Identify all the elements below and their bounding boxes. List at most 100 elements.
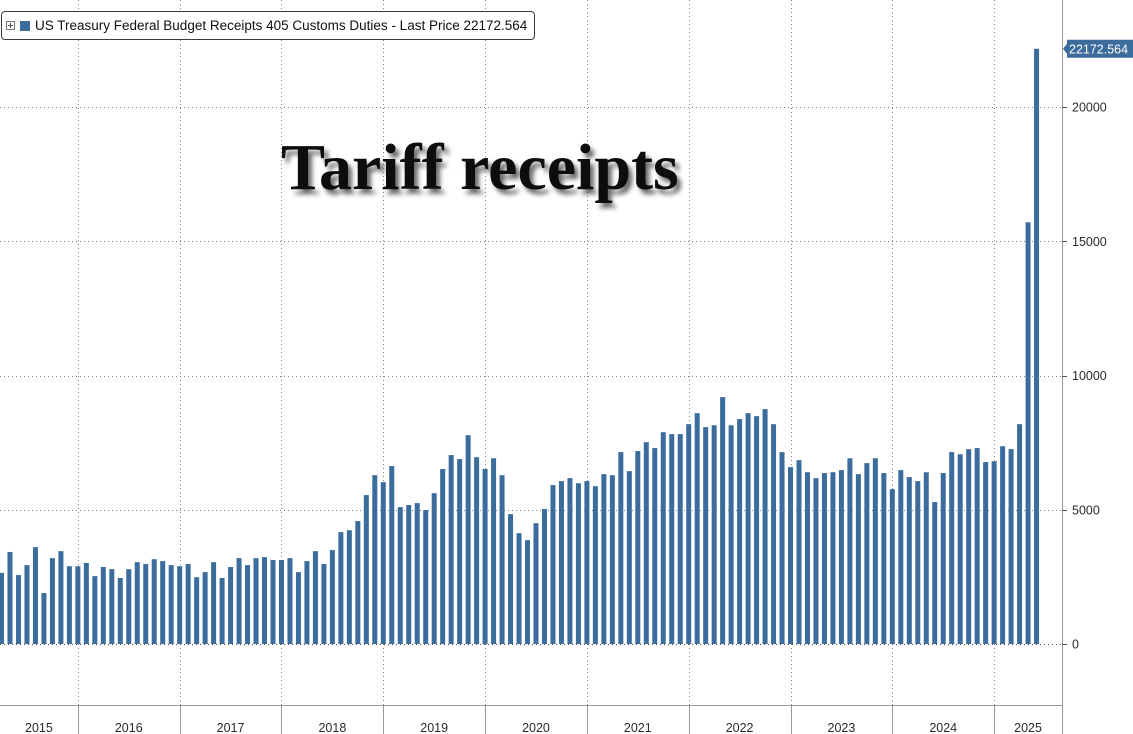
vertical-gridlines xyxy=(78,0,995,705)
x-tick-label: 2020 xyxy=(522,721,550,734)
bar xyxy=(499,475,505,645)
bar xyxy=(932,502,938,645)
bar xyxy=(949,452,955,645)
bar xyxy=(58,551,64,645)
bar xyxy=(754,416,760,645)
bar xyxy=(915,481,921,645)
bar xyxy=(669,434,675,645)
bar xyxy=(1025,222,1031,645)
bar xyxy=(847,458,853,645)
bar xyxy=(991,461,997,645)
bar xyxy=(957,454,963,645)
bar xyxy=(821,473,827,645)
bar xyxy=(508,514,514,645)
bar xyxy=(728,425,734,645)
bar xyxy=(389,466,395,645)
bar xyxy=(855,474,861,645)
y-tick-label: 10000 xyxy=(1072,369,1107,383)
bar xyxy=(380,482,386,645)
bar xyxy=(864,463,870,645)
bar xyxy=(686,424,692,645)
bar xyxy=(270,560,276,645)
bar xyxy=(525,540,531,645)
bar xyxy=(295,572,301,645)
bar xyxy=(660,432,666,645)
bar xyxy=(541,509,547,645)
bar xyxy=(872,458,878,645)
bar xyxy=(49,558,55,645)
bar xyxy=(397,507,403,645)
bar xyxy=(940,473,946,645)
bar xyxy=(711,425,717,645)
x-tick-label: 2021 xyxy=(624,721,652,734)
bar xyxy=(355,521,361,645)
legend-last-price: 22172.564 xyxy=(463,18,528,33)
bar xyxy=(287,558,293,645)
x-tick-label: 2016 xyxy=(115,721,143,734)
bar xyxy=(482,469,488,645)
bar xyxy=(24,565,30,645)
bar xyxy=(321,564,327,645)
bar xyxy=(117,578,123,645)
y-axis: 0 5000 10000 15000 20000 xyxy=(1062,0,1107,734)
bar xyxy=(457,459,463,645)
bar xyxy=(219,578,225,645)
bar xyxy=(177,566,183,645)
x-axis: 2015 2016 2017 2018 2019 2020 2021 2022 2023 2024… xyxy=(0,705,1062,734)
bar xyxy=(329,550,335,645)
bar xyxy=(575,483,581,645)
bar xyxy=(372,475,378,645)
bar xyxy=(491,458,497,645)
bar xyxy=(134,562,140,645)
bar xyxy=(185,564,191,645)
bar xyxy=(592,486,598,645)
last-price-tag: 22172.564 xyxy=(1063,39,1133,58)
bar xyxy=(771,424,777,645)
bar xyxy=(32,547,38,645)
bar xyxy=(677,434,683,645)
bar xyxy=(66,566,72,645)
bar xyxy=(609,475,615,645)
bar xyxy=(584,481,590,645)
bar xyxy=(474,457,480,645)
x-tick-label: 2019 xyxy=(420,721,448,734)
bar xyxy=(923,472,929,645)
bar xyxy=(7,551,13,645)
bar xyxy=(363,495,369,645)
bar xyxy=(533,523,539,645)
bar xyxy=(567,478,573,645)
bar xyxy=(15,575,21,645)
bar xyxy=(898,470,904,645)
bar xyxy=(906,477,912,645)
bar xyxy=(465,435,471,645)
last-price-label: 22172.564 xyxy=(1069,42,1128,56)
last-price-tag-shape xyxy=(1063,39,1133,58)
bar xyxy=(796,460,802,645)
bar xyxy=(550,485,556,645)
legend-series-name: US Treasury Federal Budget Receipts 405 … xyxy=(35,18,388,33)
bar xyxy=(143,564,149,645)
bar xyxy=(92,576,98,645)
bar xyxy=(100,567,106,645)
legend-label: US Treasury Federal Budget Receipts 405 … xyxy=(35,18,527,33)
bar xyxy=(202,572,208,645)
bar xyxy=(414,503,420,645)
y-tick-label: 5000 xyxy=(1072,503,1100,517)
bar xyxy=(423,510,429,645)
bar xyxy=(838,470,844,645)
bar xyxy=(278,560,284,645)
bar xyxy=(262,557,268,645)
expand-plus-icon[interactable] xyxy=(6,21,15,30)
x-tick-label: 2023 xyxy=(828,721,856,734)
bar xyxy=(1017,424,1023,645)
bar xyxy=(168,565,174,645)
bar xyxy=(720,397,726,645)
bar xyxy=(0,572,5,645)
bar xyxy=(643,442,649,645)
bar xyxy=(703,427,709,645)
bar xyxy=(448,455,454,645)
bar xyxy=(983,462,989,645)
bar xyxy=(788,467,794,645)
bar xyxy=(245,565,251,645)
